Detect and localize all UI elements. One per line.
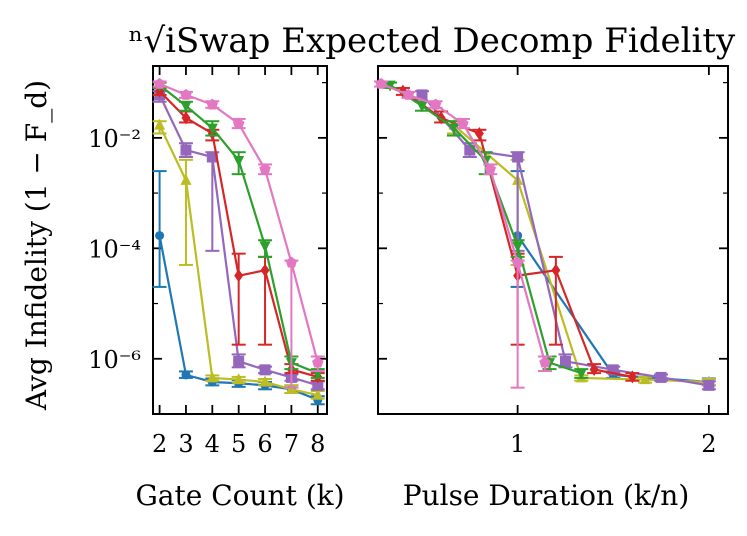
data-point xyxy=(155,231,165,241)
data-point xyxy=(627,370,637,384)
data-point xyxy=(448,123,460,135)
chart-title: ⁿ√iSwap Expected Decomp Fidelity xyxy=(129,21,736,61)
data-point xyxy=(233,373,245,385)
data-point xyxy=(457,117,469,129)
data-point xyxy=(232,117,245,129)
series-n7 xyxy=(152,77,325,389)
x-tick-label: 4 xyxy=(205,430,220,458)
data-point xyxy=(384,80,396,92)
data-point xyxy=(551,263,561,277)
data-point xyxy=(259,364,271,376)
x-axis-label-pulse-duration: Pulse Duration (k/n) xyxy=(403,479,690,512)
plot-frame xyxy=(152,65,328,415)
y-tick-label: 10⁻² xyxy=(88,125,141,153)
data-point xyxy=(181,111,191,125)
data-point xyxy=(464,144,476,156)
series-n6 xyxy=(383,80,589,380)
data-point xyxy=(206,98,219,110)
data-point xyxy=(312,379,324,391)
data-point xyxy=(375,77,387,89)
data-point xyxy=(589,362,599,376)
series-n7 xyxy=(374,77,552,389)
x-tick-label: 1 xyxy=(510,430,525,458)
x-axis-label-gate-count: Gate Count (k) xyxy=(135,479,344,512)
data-point xyxy=(639,373,651,385)
data-point xyxy=(416,101,428,113)
series-n4 xyxy=(414,89,716,391)
x-tick-label: 7 xyxy=(284,430,299,458)
data-point xyxy=(312,356,324,368)
data-point xyxy=(402,88,415,100)
data-point xyxy=(259,163,271,175)
x-tick-label: 8 xyxy=(310,430,325,458)
data-point xyxy=(575,368,587,380)
series-line xyxy=(389,84,582,375)
data-point xyxy=(511,256,524,268)
x-tick-label: 3 xyxy=(178,430,193,458)
data-point xyxy=(655,371,667,383)
data-point xyxy=(607,364,619,376)
x-tick-label: 2 xyxy=(152,430,167,458)
data-point xyxy=(416,89,428,101)
data-point xyxy=(539,356,551,368)
data-point xyxy=(180,173,192,185)
data-point xyxy=(206,123,218,135)
data-point xyxy=(474,126,484,140)
data-point xyxy=(512,241,524,253)
data-point xyxy=(153,77,166,89)
data-point xyxy=(206,151,218,163)
data-point xyxy=(260,263,270,277)
data-point xyxy=(233,355,245,367)
x-tick-label: 5 xyxy=(231,430,246,458)
data-point xyxy=(259,375,271,387)
data-point xyxy=(180,88,192,100)
data-point xyxy=(312,388,324,400)
data-point xyxy=(484,163,496,175)
data-point xyxy=(259,241,271,253)
data-point xyxy=(180,144,192,156)
y-tick-label: 10⁻⁶ xyxy=(88,346,141,374)
y-tick-label: 10⁻⁴ xyxy=(88,235,141,263)
plot-panel-gate-count: 2 3 4 5 6 7 8 10⁻² 10⁻⁴ 10⁻⁶ xyxy=(88,65,328,458)
data-point xyxy=(233,155,245,167)
data-point xyxy=(181,370,191,380)
data-point xyxy=(234,269,244,283)
data-point xyxy=(559,355,571,367)
data-point xyxy=(285,256,298,268)
data-point xyxy=(512,151,524,163)
data-point xyxy=(429,98,442,110)
data-point xyxy=(154,118,166,130)
data-point xyxy=(206,371,218,383)
data-point xyxy=(703,379,715,391)
series-n2 xyxy=(510,170,716,387)
y-axis-label: Avg Infidelity (1 − F_d) xyxy=(20,80,53,411)
x-tick-label: 2 xyxy=(701,430,716,458)
x-tick-label: 6 xyxy=(257,430,272,458)
data-point xyxy=(180,101,192,113)
plot-frame xyxy=(377,65,729,415)
